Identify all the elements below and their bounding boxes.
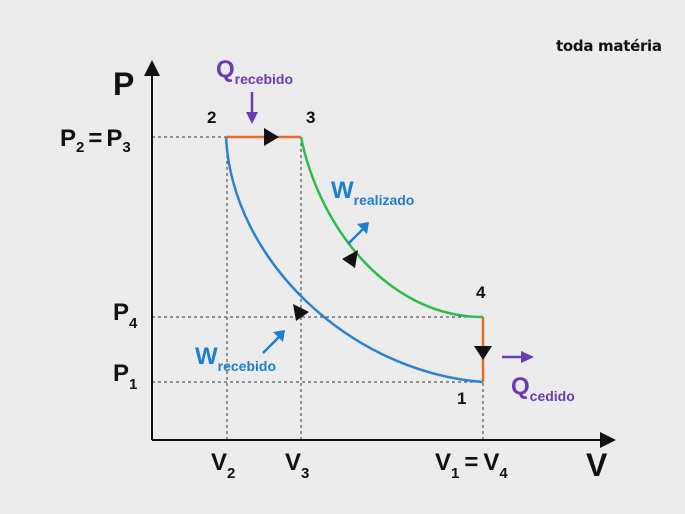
label-p1: P1 — [113, 360, 137, 393]
w-realizado-arrow-head — [357, 222, 369, 234]
q-cedido-arrow-head — [521, 351, 534, 363]
expansion-curve — [299, 136, 484, 319]
brand-logo: toda matéria — [556, 37, 662, 55]
guide-lines — [152, 136, 484, 440]
direction-arrow-2-3 — [264, 128, 279, 146]
w-realizado-label: Wrealizado — [331, 177, 414, 208]
point-1-label: 1 — [457, 389, 466, 408]
label-v3: V3 — [285, 449, 309, 482]
point-2-label: 2 — [207, 108, 216, 127]
label-v2: V2 — [211, 449, 235, 482]
x-axis-label: V — [586, 447, 608, 483]
w-recebido-arrow-head — [273, 330, 285, 342]
direction-arrow-3-4 — [342, 250, 358, 268]
label-p2-p3: P2 = P3 — [60, 125, 131, 156]
label-v1-v4: V1 = V4 — [435, 449, 508, 482]
heat-arrows — [246, 92, 534, 363]
direction-arrow-1-2 — [293, 304, 309, 321]
q-recebido-arrow-head — [246, 112, 258, 124]
point-3-label: 3 — [306, 108, 315, 127]
q-cedido-label: Qcedido — [511, 373, 575, 404]
w-recebido-label: Wrecebido — [195, 343, 276, 374]
w-realizado-arrow-shaft — [347, 228, 364, 245]
point-4-label: 4 — [476, 283, 486, 302]
label-p4: P4 — [113, 299, 138, 332]
work-arrows — [262, 222, 369, 354]
compression-curve — [224, 136, 484, 384]
y-axis-label: P — [113, 66, 134, 102]
q-recebido-label: Qrecebido — [216, 56, 293, 87]
direction-arrow-4-1 — [474, 346, 492, 360]
w-recebido-arrow-shaft — [262, 336, 280, 354]
